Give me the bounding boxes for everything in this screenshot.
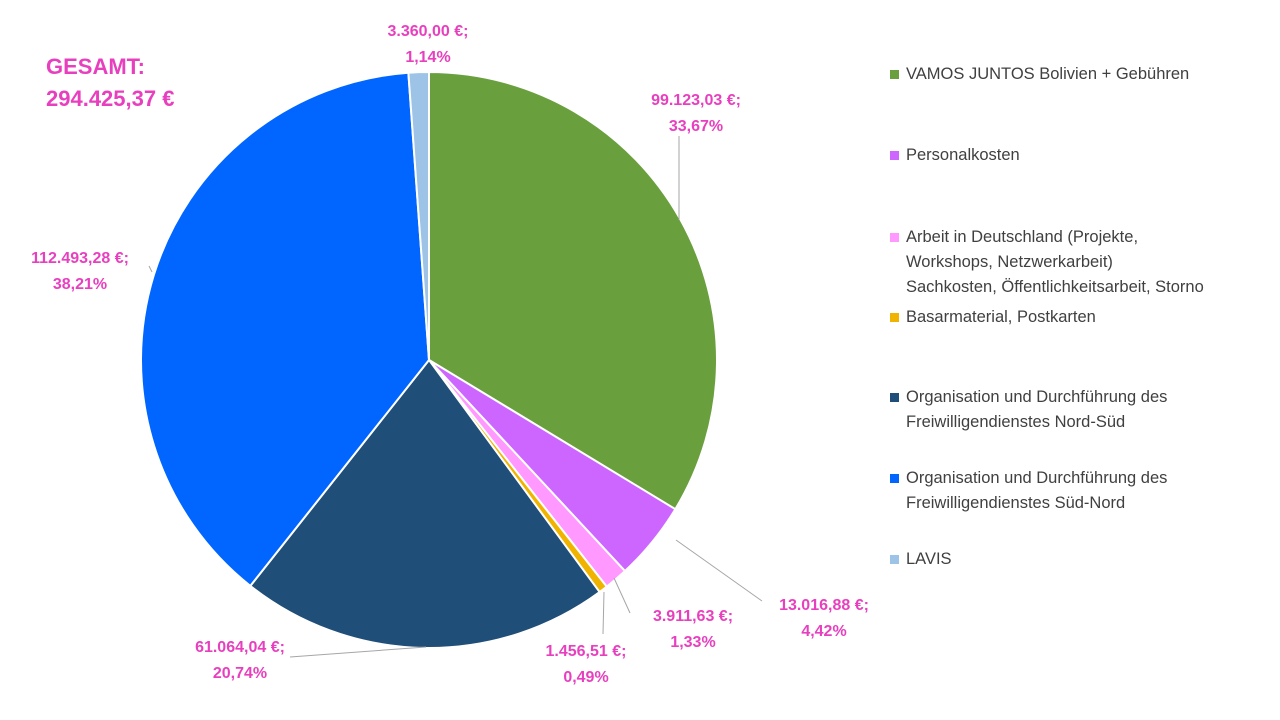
- data-label-value-vamos-juntos: 99.123,03 €;: [651, 92, 741, 109]
- data-label-percent-nord-sued: 20,74%: [213, 665, 267, 682]
- data-label-value-personalkosten: 13.016,88 €;: [779, 597, 869, 614]
- legend-swatch: [890, 151, 899, 160]
- data-label-percent-lavis: 1,14%: [405, 49, 450, 66]
- legend-swatch: [890, 70, 899, 79]
- data-label-value-arbeit-in-deutschland: 3.911,63 €;: [653, 608, 733, 625]
- leader-line-basarmaterial: [602, 591, 605, 635]
- data-label-percent-personalkosten: 4,42%: [801, 623, 846, 640]
- leader-line-arbeit-in-deutschland: [613, 577, 631, 614]
- legend-label: Personalkosten: [906, 146, 1020, 164]
- legend-label: Basarmaterial, Postkarten: [906, 308, 1096, 326]
- legend-swatch: [890, 474, 899, 483]
- leader-line-sued-nord: [148, 265, 153, 273]
- pie-slice-nord-sued: [248, 358, 601, 649]
- legend-swatch: [890, 313, 899, 322]
- data-label-value-nord-sued: 61.064,04 €;: [195, 639, 285, 656]
- legend-label: Arbeit in Deutschland (Projekte, Worksho…: [906, 228, 1204, 296]
- legend-label: VAMOS JUNTOS Bolivien + Gebühren: [906, 65, 1190, 83]
- legend-swatch: [890, 555, 899, 564]
- leader-lines: [148, 136, 763, 658]
- pie-slices: [140, 70, 718, 649]
- pie-slice-lavis: [407, 70, 430, 361]
- total-value: 294.425,37 €: [46, 86, 175, 111]
- legend-label: LAVIS: [906, 550, 952, 568]
- data-label-percent-basarmaterial: 0,49%: [563, 669, 608, 686]
- data-label-percent-vamos-juntos: 33,67%: [669, 118, 723, 135]
- legend-label: Organisation und Durchführung des Freiwi…: [906, 469, 1168, 512]
- legend-swatch: [890, 393, 899, 402]
- data-label-percent-sued-nord: 38,21%: [53, 276, 107, 293]
- data-label-percent-arbeit-in-deutschland: 1,33%: [670, 634, 715, 651]
- data-label-value-basarmaterial: 1.456,51 €;: [546, 643, 627, 660]
- leader-line-personalkosten: [675, 539, 763, 602]
- data-labels: 99.123,03 €; 33,67% 13.016,88 €; 4,42% 3.911…: [31, 23, 869, 686]
- data-label-value-sued-nord: 112.493,28 €;: [31, 250, 129, 267]
- total-label: GESAMT:: [46, 54, 145, 79]
- data-label-value-lavis: 3.360,00 €;: [388, 23, 469, 40]
- legend-label: Organisation und Durchführung des Freiwi…: [906, 388, 1168, 431]
- pie-slice-vamos-juntos: [428, 70, 718, 511]
- legend-swatch: [890, 233, 899, 242]
- pie-slice-sued-nord: [140, 71, 431, 588]
- leader-line-nord-sued: [289, 646, 427, 658]
